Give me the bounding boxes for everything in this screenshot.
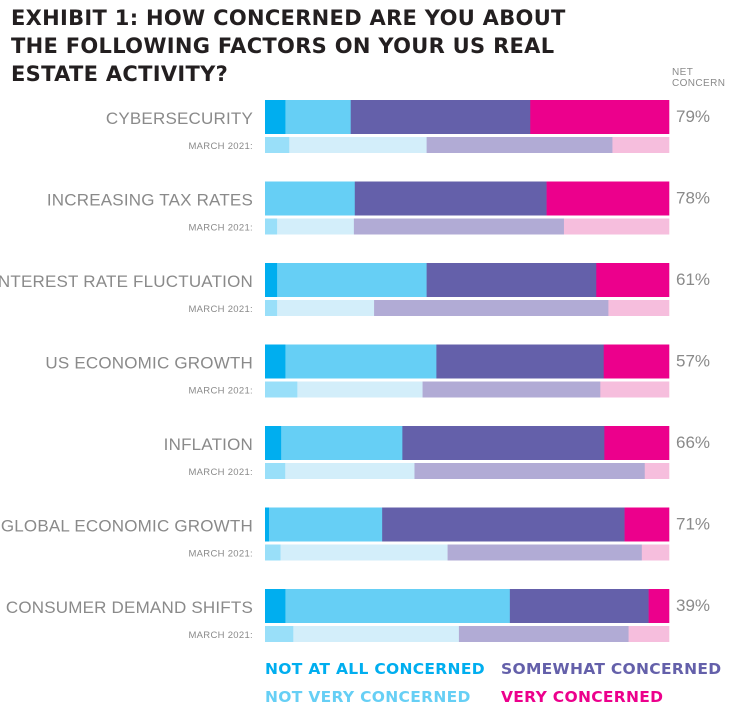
march-2021-label: MARCH 2021: bbox=[188, 304, 253, 315]
title-line-3: ESTATE ACTIVITY? bbox=[11, 62, 229, 86]
row-3-march-2021-not-very bbox=[277, 300, 375, 316]
row-3-march-2021-very bbox=[608, 300, 670, 316]
legend-item-not-very: NOT VERY CONCERNED bbox=[265, 688, 471, 706]
net-concern-header-line-1: NET bbox=[672, 67, 694, 78]
net-concern-value: 79% bbox=[676, 107, 710, 126]
march-2021-label: MARCH 2021: bbox=[188, 549, 253, 560]
row-6-current-not-very bbox=[269, 507, 383, 542]
row-3-march-2021-not-at-all bbox=[265, 300, 278, 316]
row-4-current-not-very bbox=[285, 344, 437, 379]
net-concern-header: NET CONCERN bbox=[672, 67, 725, 89]
row-7-march-2021-very bbox=[628, 626, 670, 642]
row-5-current-not-very bbox=[281, 426, 403, 460]
row-7-current-not-at-all bbox=[265, 589, 286, 623]
row-7-march-2021-not-very bbox=[293, 626, 460, 642]
row-3-current-not-at-all bbox=[265, 263, 278, 297]
row-5-current-not-at-all bbox=[265, 426, 282, 460]
net-concern-value: 71% bbox=[676, 515, 710, 534]
march-2021-label: MARCH 2021: bbox=[188, 467, 253, 478]
row-7-march-2021-not-at-all bbox=[265, 626, 294, 642]
row-4-march-2021-somewhat bbox=[422, 381, 601, 398]
row-2-march-2021-somewhat bbox=[353, 218, 565, 235]
category-label: INTEREST RATE FLUCTUATION bbox=[0, 272, 253, 291]
category-label: CONSUMER DEMAND SHIFTS bbox=[6, 598, 253, 617]
row-7-current-very bbox=[648, 589, 670, 623]
row-3-current-very bbox=[596, 263, 670, 297]
row-6-march-2021-very bbox=[641, 544, 670, 561]
category-label: INCREASING TAX RATES bbox=[47, 191, 253, 210]
row-5-march-2021-very bbox=[644, 463, 670, 479]
row-7-current-not-very bbox=[285, 589, 511, 623]
row-3-march-2021-somewhat bbox=[374, 300, 609, 316]
row-7-march-2021-somewhat bbox=[458, 626, 629, 642]
row-1-march-2021-somewhat bbox=[426, 137, 613, 153]
row-6-current-not-at-all bbox=[265, 507, 270, 542]
row-6-march-2021-not-at-all bbox=[265, 544, 281, 561]
row-3-current-not-very bbox=[277, 263, 427, 297]
row-2-current-very bbox=[546, 181, 670, 216]
net-concern-value: 57% bbox=[676, 352, 710, 371]
legend-item-not-at_all: NOT AT ALL CONCERNED bbox=[265, 660, 485, 678]
chart-title: EXHIBIT 1: HOW CONCERNED ARE YOU ABOUT T… bbox=[11, 4, 611, 88]
legend-item-somewhat: SOMEWHAT CONCERNED bbox=[501, 660, 722, 678]
category-label: US ECONOMIC GROWTH bbox=[45, 354, 253, 373]
row-1-march-2021-very bbox=[612, 137, 670, 153]
category-label: GLOBAL ECONOMIC GROWTH bbox=[1, 517, 253, 536]
row-3-current-somewhat bbox=[426, 263, 597, 297]
category-label: INFLATION bbox=[164, 435, 253, 454]
row-4-current-somewhat bbox=[436, 344, 604, 379]
row-5-march-2021-not-at-all bbox=[265, 463, 286, 479]
title-line-1: EXHIBIT 1: HOW CONCERNED ARE YOU ABOUT bbox=[11, 6, 566, 30]
net-concern-value: 39% bbox=[676, 596, 710, 615]
march-2021-label: MARCH 2021: bbox=[188, 141, 253, 152]
row-1-current-somewhat bbox=[350, 100, 531, 134]
net-concern-value: 66% bbox=[676, 433, 710, 452]
net-concern-value: 78% bbox=[676, 189, 710, 208]
row-5-march-2021-somewhat bbox=[414, 463, 646, 479]
legend-item-very: VERY CONCERNED bbox=[501, 688, 664, 706]
row-1-march-2021-not-very bbox=[289, 137, 427, 153]
row-7-current-somewhat bbox=[509, 589, 649, 623]
row-1-current-not-at-all bbox=[265, 100, 286, 134]
row-5-current-very bbox=[604, 426, 670, 460]
row-6-march-2021-somewhat bbox=[447, 544, 643, 561]
title-line-2: THE FOLLOWING FACTORS ON YOUR US REAL bbox=[11, 34, 555, 58]
march-2021-label: MARCH 2021: bbox=[188, 386, 253, 397]
row-2-current-not-very bbox=[265, 181, 356, 216]
row-4-current-not-at-all bbox=[265, 344, 286, 379]
category-label: CYBERSECURITY bbox=[106, 109, 253, 128]
row-6-current-very bbox=[624, 507, 670, 542]
row-1-current-very bbox=[530, 100, 670, 134]
row-2-current-somewhat bbox=[354, 181, 547, 216]
march-2021-label: MARCH 2021: bbox=[188, 630, 253, 641]
row-5-current-somewhat bbox=[402, 426, 605, 460]
row-1-march-2021-not-at-all bbox=[265, 137, 290, 153]
row-4-march-2021-not-very bbox=[297, 381, 423, 398]
row-4-march-2021-not-at-all bbox=[265, 381, 298, 398]
row-1-current-not-very bbox=[285, 100, 351, 134]
march-2021-label: MARCH 2021: bbox=[188, 223, 253, 234]
row-6-current-somewhat bbox=[382, 507, 625, 542]
net-concern-header-line-2: CONCERN bbox=[672, 78, 726, 89]
row-2-march-2021-not-very bbox=[277, 218, 355, 235]
row-4-march-2021-very bbox=[600, 381, 670, 398]
row-2-march-2021-not-at-all bbox=[265, 218, 278, 235]
row-6-march-2021-not-very bbox=[280, 544, 448, 561]
row-5-march-2021-not-very bbox=[285, 463, 415, 479]
row-2-march-2021-very bbox=[563, 218, 670, 235]
row-4-current-very bbox=[603, 344, 670, 379]
net-concern-value: 61% bbox=[676, 270, 710, 289]
